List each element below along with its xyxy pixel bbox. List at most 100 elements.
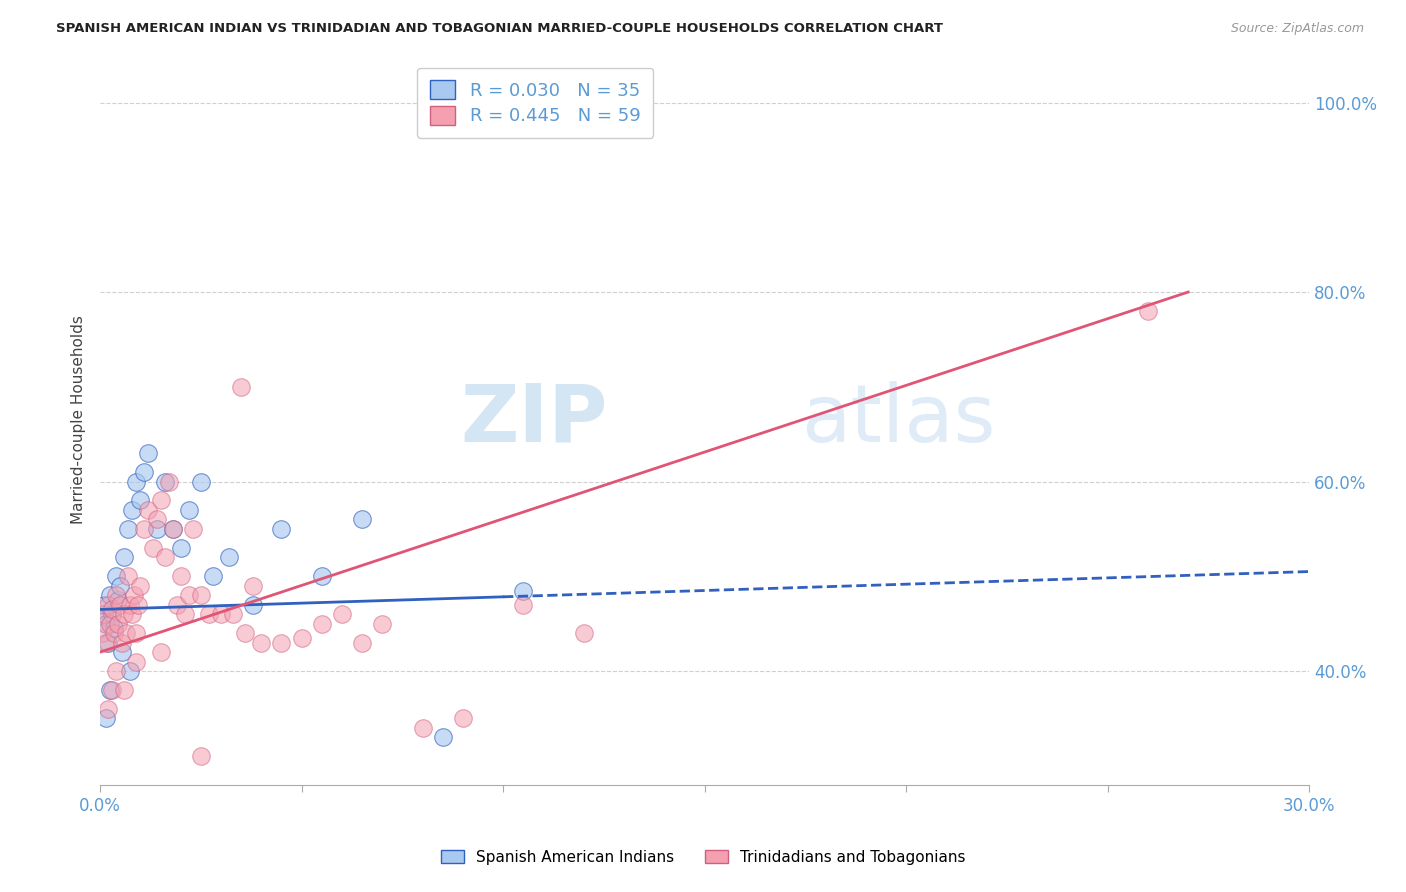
Point: [291, 631, 314, 645]
Point: [110, 598, 132, 612]
Point: [125, 626, 148, 640]
Point: [270, 522, 292, 536]
Point: [101, 602, 124, 616]
Point: [117, 522, 139, 536]
Point: [233, 626, 256, 640]
Point: [101, 607, 124, 622]
Point: [117, 569, 139, 583]
Point: [352, 512, 374, 526]
Point: [371, 616, 394, 631]
Point: [96, 711, 118, 725]
Point: [412, 721, 434, 735]
Point: [101, 683, 124, 698]
Point: [250, 635, 273, 649]
Text: SPANISH AMERICAN INDIAN VS TRINIDADIAN AND TOBAGONIAN MARRIED-COUPLE HOUSEHOLDS : SPANISH AMERICAN INDIAN VS TRINIDADIAN A…: [56, 22, 943, 36]
Point: [97, 702, 120, 716]
Point: [125, 655, 148, 669]
Point: [572, 626, 595, 640]
Point: [98, 616, 121, 631]
Point: [110, 579, 132, 593]
Point: [105, 664, 128, 678]
Point: [330, 607, 353, 622]
Point: [96, 616, 118, 631]
Point: [190, 749, 212, 764]
Point: [129, 579, 152, 593]
Point: [512, 598, 534, 612]
Point: [201, 569, 224, 583]
Point: [432, 731, 454, 745]
Point: [181, 522, 204, 536]
Point: [93, 607, 115, 622]
Y-axis label: Married-couple Households: Married-couple Households: [72, 316, 86, 524]
Legend: R = 0.030   N = 35, R = 0.445   N = 59: R = 0.030 N = 35, R = 0.445 N = 59: [418, 68, 654, 138]
Text: Source: ZipAtlas.com: Source: ZipAtlas.com: [1230, 22, 1364, 36]
Point: [127, 598, 149, 612]
Point: [105, 588, 128, 602]
Text: atlas: atlas: [801, 381, 995, 459]
Point: [107, 616, 129, 631]
Point: [162, 522, 184, 536]
Point: [138, 446, 160, 460]
Point: [93, 598, 115, 612]
Point: [218, 550, 240, 565]
Point: [198, 607, 221, 622]
Point: [96, 635, 118, 649]
Point: [97, 598, 120, 612]
Point: [97, 635, 120, 649]
Point: [190, 475, 212, 489]
Point: [270, 635, 292, 649]
Point: [190, 588, 212, 602]
Point: [512, 583, 534, 598]
Point: [111, 635, 134, 649]
Point: [111, 645, 134, 659]
Point: [129, 493, 152, 508]
Point: [141, 541, 163, 555]
Point: [1136, 304, 1159, 318]
Point: [124, 588, 146, 602]
Point: [91, 626, 114, 640]
Point: [125, 475, 148, 489]
Point: [121, 503, 143, 517]
Point: [177, 588, 200, 602]
Point: [173, 607, 195, 622]
Point: [222, 607, 245, 622]
Point: [98, 683, 121, 698]
Legend: Spanish American Indians, Trinidadians and Tobagonians: Spanish American Indians, Trinidadians a…: [434, 844, 972, 871]
Point: [115, 626, 138, 640]
Point: [311, 569, 333, 583]
Point: [134, 522, 156, 536]
Point: [149, 645, 172, 659]
Point: [91, 607, 114, 622]
Point: [112, 683, 135, 698]
Point: [242, 598, 264, 612]
Point: [121, 607, 143, 622]
Point: [145, 512, 167, 526]
Point: [103, 626, 125, 640]
Point: [134, 465, 156, 479]
Point: [105, 569, 128, 583]
Point: [107, 593, 129, 607]
Point: [242, 579, 264, 593]
Point: [120, 598, 142, 612]
Point: [149, 493, 172, 508]
Point: [153, 475, 176, 489]
Point: [153, 550, 176, 565]
Point: [112, 607, 135, 622]
Point: [311, 616, 333, 631]
Point: [231, 380, 253, 394]
Point: [177, 503, 200, 517]
Point: [157, 475, 180, 489]
Point: [162, 522, 184, 536]
Text: ZIP: ZIP: [461, 381, 607, 459]
Point: [120, 664, 142, 678]
Point: [98, 588, 121, 602]
Point: [138, 503, 160, 517]
Point: [170, 541, 193, 555]
Point: [170, 569, 193, 583]
Point: [145, 522, 167, 536]
Point: [112, 550, 135, 565]
Point: [451, 711, 474, 725]
Point: [103, 621, 125, 635]
Point: [352, 635, 374, 649]
Point: [166, 598, 188, 612]
